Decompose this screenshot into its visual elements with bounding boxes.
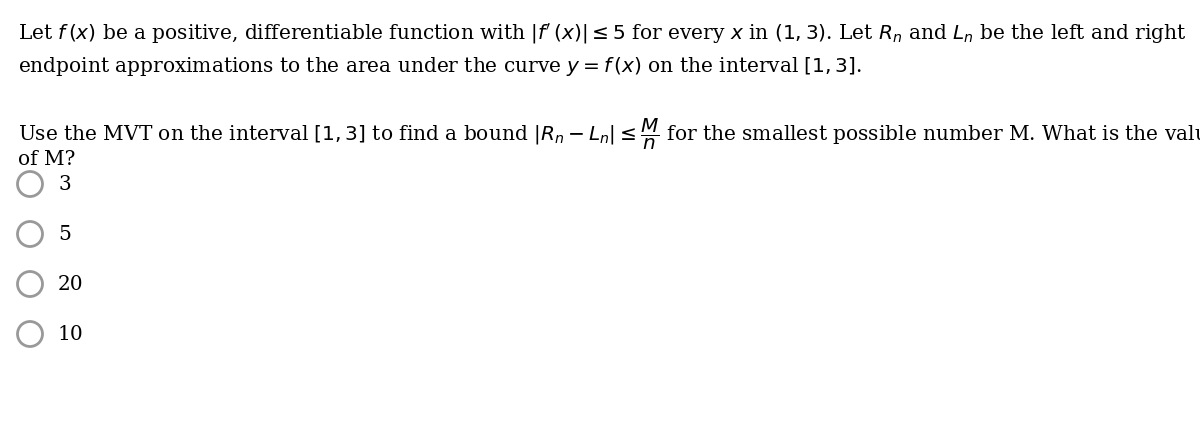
Text: Let $f\,(x)$ be a positive, differentiable function with $|f^{\prime}\,(x)| \leq: Let $f\,(x)$ be a positive, differentiab…: [18, 22, 1187, 46]
Text: endpoint approximations to the area under the curve $y = f\,(x)$ on the interval: endpoint approximations to the area unde…: [18, 55, 862, 78]
Text: 3: 3: [58, 175, 71, 194]
Text: Use the MVT on the interval $[1, 3]$ to find a bound $|R_n - L_n| \leq \dfrac{M}: Use the MVT on the interval $[1, 3]$ to …: [18, 117, 1200, 152]
Text: 10: 10: [58, 325, 84, 344]
Text: 5: 5: [58, 225, 71, 244]
Text: of M?: of M?: [18, 150, 76, 169]
Text: 20: 20: [58, 275, 84, 294]
